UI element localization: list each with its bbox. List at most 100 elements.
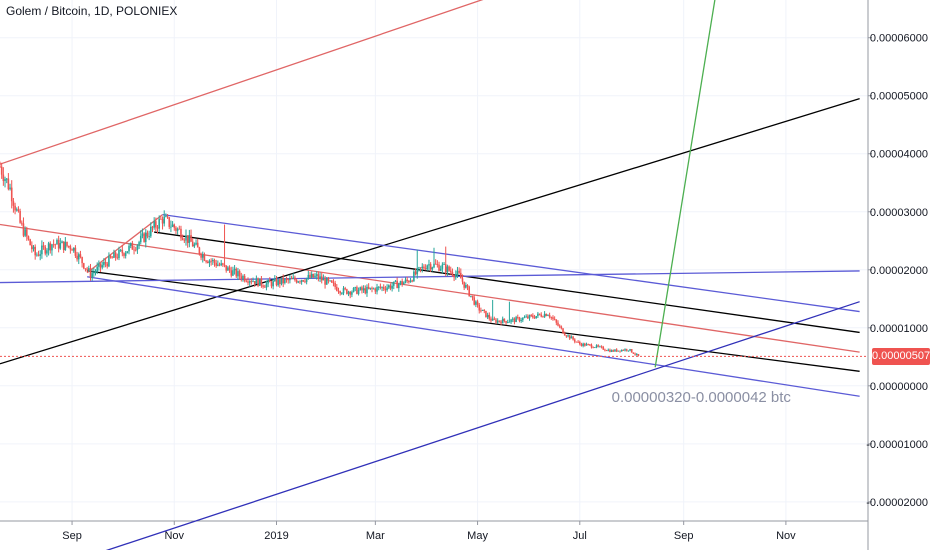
candle-body bbox=[461, 278, 464, 282]
candle-body bbox=[403, 282, 405, 285]
candle-body bbox=[404, 279, 407, 283]
candle-body bbox=[454, 274, 457, 278]
candle-body bbox=[108, 255, 110, 267]
y-tick-label: 0.00002000 bbox=[870, 265, 928, 277]
candle-body bbox=[314, 275, 316, 278]
candle-body bbox=[441, 264, 444, 269]
candle-body bbox=[610, 350, 613, 352]
candle-body bbox=[567, 335, 569, 337]
trend-line-blue bbox=[87, 276, 860, 397]
candle-body bbox=[89, 268, 92, 278]
candle-body bbox=[371, 287, 373, 289]
candle-body bbox=[118, 250, 120, 259]
candle-body bbox=[468, 286, 470, 297]
candle-body bbox=[332, 282, 335, 284]
trend-line-green bbox=[654, 0, 716, 368]
x-tick-label: Mar bbox=[366, 530, 385, 542]
candle-body bbox=[449, 270, 452, 272]
candle-body bbox=[20, 222, 23, 224]
candle-body bbox=[171, 224, 174, 227]
candle-body bbox=[294, 277, 296, 281]
candle-body bbox=[42, 245, 45, 247]
candle-body bbox=[364, 288, 367, 294]
candle-body bbox=[398, 283, 400, 289]
candle-body bbox=[186, 235, 189, 243]
candle-body bbox=[540, 314, 543, 317]
candle-body bbox=[41, 245, 43, 255]
candle-body bbox=[429, 264, 432, 270]
candle-body bbox=[270, 282, 273, 287]
candle-body bbox=[339, 291, 341, 294]
candle-body bbox=[37, 254, 40, 256]
candle-body bbox=[317, 274, 320, 279]
candle-body bbox=[257, 278, 259, 286]
candle-body bbox=[542, 316, 544, 318]
candle-body bbox=[334, 283, 336, 287]
candle-body bbox=[419, 267, 422, 269]
candle-body bbox=[530, 315, 532, 316]
candle-body bbox=[210, 260, 212, 262]
chart-title: Golem / Bitcoin, 1D, POLONIEX bbox=[6, 4, 178, 18]
candle-body bbox=[563, 333, 566, 336]
candle-body bbox=[342, 288, 345, 294]
candle-body bbox=[136, 245, 139, 250]
trend-line-black bbox=[154, 231, 860, 334]
candle-body bbox=[501, 318, 504, 324]
candle-body bbox=[72, 247, 75, 251]
candle-body bbox=[600, 346, 603, 348]
candle-body bbox=[62, 241, 65, 251]
candle-body bbox=[315, 274, 318, 276]
candle-body bbox=[66, 241, 68, 246]
candle-body bbox=[485, 310, 487, 318]
candle-body bbox=[297, 281, 300, 283]
candle-body bbox=[595, 345, 598, 348]
candle-body bbox=[510, 319, 512, 322]
candle-body bbox=[27, 236, 30, 240]
candle-body bbox=[191, 241, 194, 247]
candle-body bbox=[252, 281, 254, 282]
candle-body bbox=[625, 349, 628, 351]
candle-body bbox=[319, 276, 321, 279]
candle-body bbox=[337, 290, 340, 292]
candle-body bbox=[635, 354, 638, 355]
candle-body bbox=[518, 317, 521, 321]
candle-body bbox=[359, 287, 362, 290]
candle-body bbox=[153, 221, 155, 228]
candle-body bbox=[4, 179, 6, 182]
candle-body bbox=[255, 278, 258, 284]
candle-body bbox=[54, 244, 57, 246]
candle-body bbox=[436, 264, 439, 266]
candle-body bbox=[195, 242, 197, 245]
candle-body bbox=[527, 316, 529, 319]
candle-body bbox=[513, 318, 516, 323]
candle-body bbox=[213, 259, 216, 263]
candle-body bbox=[471, 295, 474, 298]
candle-body bbox=[205, 260, 207, 262]
candle-body bbox=[223, 264, 226, 266]
candle-body bbox=[287, 279, 290, 281]
candle-body bbox=[99, 263, 102, 268]
candle-body bbox=[196, 242, 199, 248]
candle-body bbox=[547, 315, 549, 316]
candle-body bbox=[496, 320, 499, 323]
candle-body bbox=[532, 315, 534, 318]
candle-body bbox=[51, 244, 53, 251]
candle-body bbox=[312, 273, 315, 278]
candle-body bbox=[493, 318, 496, 320]
candle-body bbox=[357, 289, 360, 294]
y-tick-label: 0.00003000 bbox=[870, 207, 928, 219]
candle-body bbox=[431, 267, 434, 270]
candle-body bbox=[106, 263, 109, 267]
candle-body bbox=[39, 254, 42, 256]
candle-body bbox=[227, 267, 229, 271]
candle-body bbox=[101, 265, 104, 268]
candle-body bbox=[416, 268, 419, 275]
candle-body bbox=[560, 326, 563, 329]
candle-body bbox=[470, 295, 472, 297]
candle-body bbox=[253, 281, 256, 284]
candle-body bbox=[617, 350, 620, 352]
candle-body bbox=[160, 218, 162, 220]
candle-body bbox=[237, 271, 239, 277]
candle-body bbox=[265, 283, 268, 288]
